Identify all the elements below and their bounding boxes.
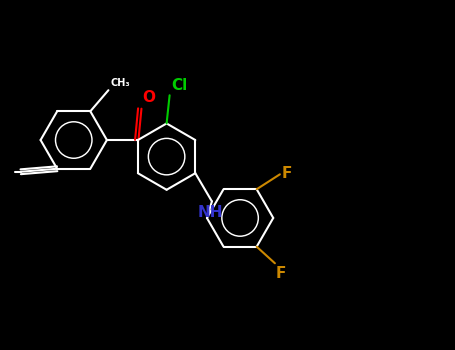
Text: O: O — [142, 90, 155, 105]
Text: Cl: Cl — [171, 78, 187, 93]
Text: F: F — [282, 166, 292, 181]
Text: F: F — [276, 266, 287, 281]
Text: CH₃: CH₃ — [110, 78, 130, 89]
Text: NH: NH — [198, 205, 223, 220]
